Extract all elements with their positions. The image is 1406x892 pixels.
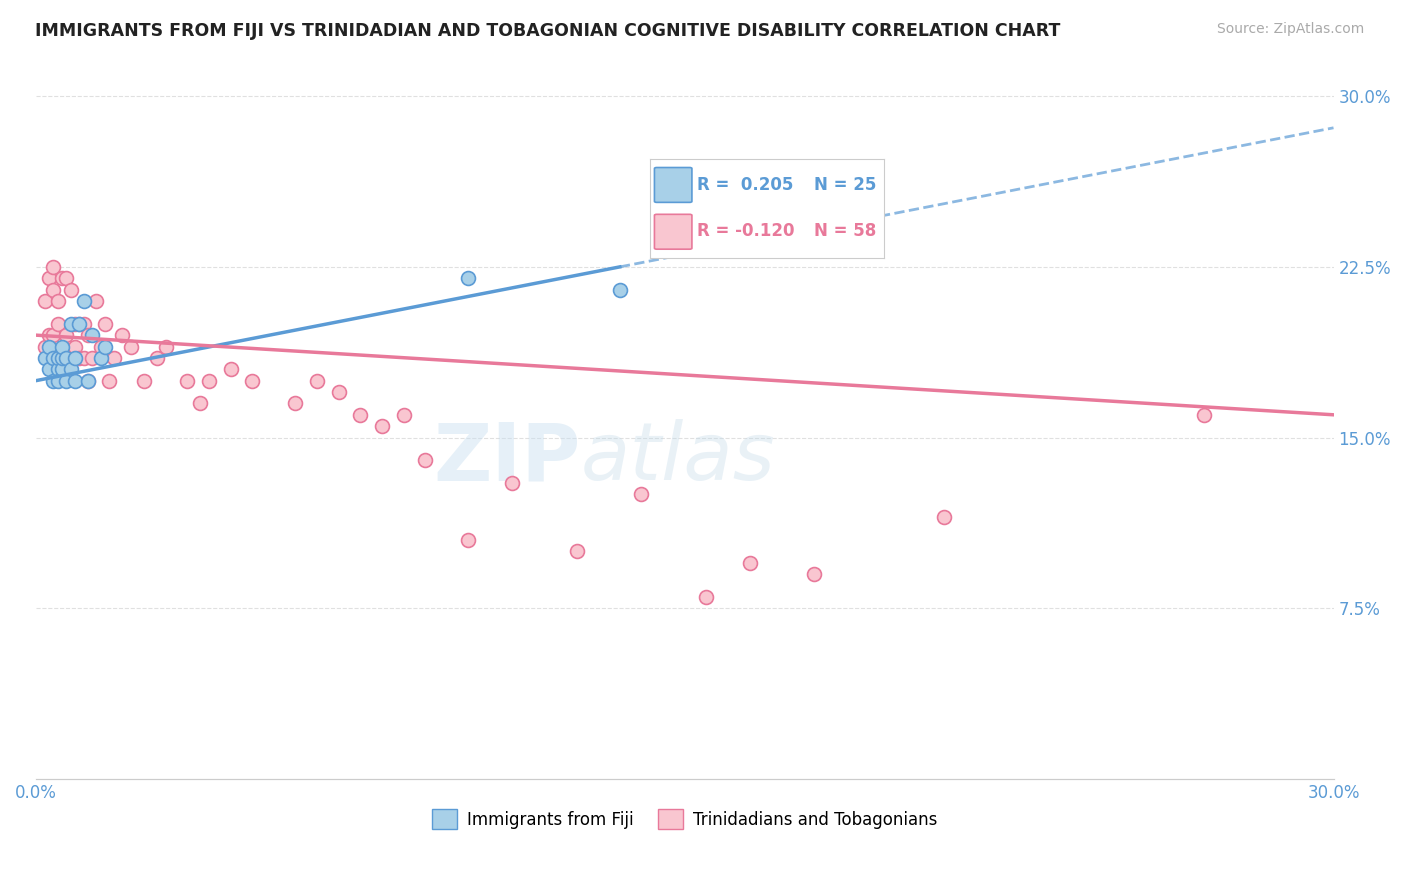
Point bbox=[98, 374, 121, 388]
Point bbox=[46, 351, 69, 365]
Point bbox=[111, 328, 134, 343]
Point bbox=[63, 317, 86, 331]
Point bbox=[34, 293, 56, 308]
Point bbox=[457, 533, 479, 547]
Text: ZIP: ZIP bbox=[433, 419, 581, 498]
Point bbox=[51, 351, 73, 365]
Point bbox=[46, 293, 69, 308]
Point bbox=[51, 362, 73, 376]
Point bbox=[307, 374, 329, 388]
Point bbox=[67, 317, 90, 331]
Point bbox=[86, 293, 108, 308]
Point bbox=[59, 351, 82, 365]
Point bbox=[63, 339, 86, 353]
Point bbox=[55, 271, 77, 285]
Text: Source: ZipAtlas.com: Source: ZipAtlas.com bbox=[1216, 22, 1364, 37]
Point bbox=[34, 351, 56, 365]
Legend: Immigrants from Fiji, Trinidadians and Tobagonians: Immigrants from Fiji, Trinidadians and T… bbox=[425, 803, 945, 836]
Point bbox=[38, 362, 60, 376]
Text: N = 58: N = 58 bbox=[814, 222, 876, 240]
Point bbox=[284, 396, 307, 410]
Point bbox=[46, 317, 69, 331]
Point bbox=[59, 283, 82, 297]
Point bbox=[67, 351, 90, 365]
Text: R = -0.120: R = -0.120 bbox=[696, 222, 794, 240]
Point bbox=[82, 328, 104, 343]
Point bbox=[392, 408, 415, 422]
Point bbox=[67, 317, 90, 331]
Point bbox=[72, 293, 94, 308]
Point bbox=[76, 374, 98, 388]
FancyBboxPatch shape bbox=[654, 214, 692, 249]
Point bbox=[132, 374, 155, 388]
Point bbox=[42, 260, 65, 274]
Point bbox=[240, 374, 263, 388]
Point bbox=[76, 328, 98, 343]
Point bbox=[188, 396, 211, 410]
Point bbox=[38, 328, 60, 343]
Text: N = 25: N = 25 bbox=[814, 177, 876, 194]
Text: R =  0.205: R = 0.205 bbox=[696, 177, 793, 194]
Point bbox=[349, 408, 371, 422]
Point bbox=[695, 590, 717, 604]
Point bbox=[155, 339, 177, 353]
Point bbox=[76, 374, 98, 388]
Point bbox=[82, 351, 104, 365]
Point bbox=[1192, 408, 1215, 422]
Point bbox=[42, 328, 65, 343]
Point bbox=[413, 453, 436, 467]
Point bbox=[94, 339, 117, 353]
Point bbox=[103, 351, 125, 365]
Point bbox=[63, 374, 86, 388]
Point bbox=[176, 374, 198, 388]
Point bbox=[46, 374, 69, 388]
Text: atlas: atlas bbox=[581, 419, 776, 498]
Point bbox=[94, 317, 117, 331]
Point bbox=[328, 385, 350, 400]
Point bbox=[630, 487, 652, 501]
Point bbox=[55, 328, 77, 343]
Point bbox=[42, 374, 65, 388]
Point bbox=[42, 351, 65, 365]
Point bbox=[51, 351, 73, 365]
Point bbox=[934, 510, 956, 524]
Point bbox=[55, 374, 77, 388]
Point bbox=[46, 351, 69, 365]
Point bbox=[42, 283, 65, 297]
Point bbox=[120, 339, 142, 353]
Point bbox=[34, 339, 56, 353]
Point bbox=[219, 362, 242, 376]
Point bbox=[72, 317, 94, 331]
Point bbox=[457, 271, 479, 285]
Point bbox=[63, 351, 86, 365]
Point bbox=[198, 374, 221, 388]
Point bbox=[38, 339, 60, 353]
Point bbox=[46, 362, 69, 376]
Point bbox=[90, 339, 112, 353]
Point bbox=[609, 283, 631, 297]
Point bbox=[59, 362, 82, 376]
Point bbox=[371, 419, 394, 434]
Point bbox=[38, 351, 60, 365]
Point bbox=[501, 476, 523, 491]
Point bbox=[146, 351, 169, 365]
Point bbox=[90, 351, 112, 365]
Point bbox=[51, 271, 73, 285]
Point bbox=[59, 317, 82, 331]
Point bbox=[565, 544, 588, 558]
Point bbox=[738, 556, 761, 570]
Point bbox=[51, 339, 73, 353]
Point bbox=[38, 271, 60, 285]
Point bbox=[55, 351, 77, 365]
Point bbox=[803, 567, 825, 582]
Point bbox=[72, 351, 94, 365]
Point bbox=[55, 351, 77, 365]
Text: IMMIGRANTS FROM FIJI VS TRINIDADIAN AND TOBAGONIAN COGNITIVE DISABILITY CORRELAT: IMMIGRANTS FROM FIJI VS TRINIDADIAN AND … bbox=[35, 22, 1060, 40]
FancyBboxPatch shape bbox=[654, 168, 692, 202]
